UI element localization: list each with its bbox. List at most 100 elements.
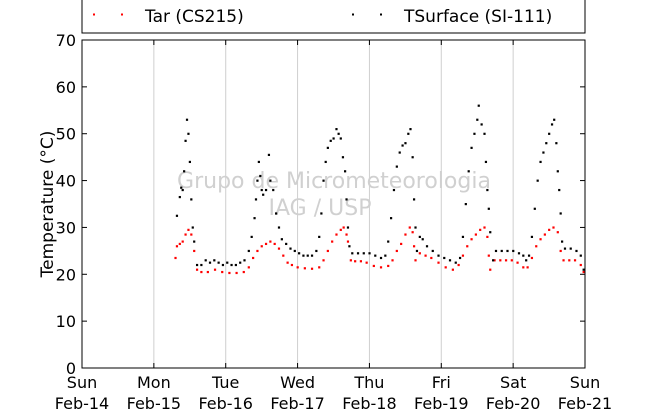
data-point bbox=[326, 249, 329, 253]
x-tick-date-label: Feb-21 bbox=[558, 394, 612, 409]
data-point bbox=[500, 249, 503, 253]
data-point bbox=[275, 212, 278, 215]
data-point bbox=[331, 240, 334, 243]
legend-marker-tsurface bbox=[352, 13, 382, 16]
data-point bbox=[516, 261, 519, 264]
data-point bbox=[273, 242, 276, 246]
data-point bbox=[484, 160, 488, 164]
x-tick-date-label: Feb-14 bbox=[55, 394, 109, 409]
data-point bbox=[437, 261, 440, 264]
x-tick-day-label: Fri bbox=[432, 373, 451, 392]
data-point bbox=[285, 242, 288, 246]
data-point bbox=[315, 249, 318, 253]
data-point bbox=[269, 240, 272, 243]
data-point bbox=[339, 228, 342, 231]
data-point bbox=[329, 139, 332, 142]
data-point bbox=[454, 261, 457, 264]
data-point bbox=[260, 245, 263, 248]
x-tick-date-label: Feb-20 bbox=[486, 394, 540, 409]
data-point bbox=[188, 160, 191, 164]
data-point bbox=[493, 259, 496, 262]
data-point bbox=[193, 249, 196, 253]
data-point bbox=[342, 226, 345, 229]
data-point bbox=[395, 165, 398, 168]
data-point bbox=[262, 193, 265, 196]
data-point bbox=[269, 179, 272, 182]
data-point bbox=[247, 266, 250, 269]
data-point bbox=[548, 132, 551, 135]
data-point bbox=[235, 271, 238, 275]
data-point bbox=[404, 142, 407, 145]
data-point bbox=[522, 254, 525, 257]
data-point bbox=[543, 233, 546, 236]
data-point bbox=[487, 207, 490, 210]
x-tick-day-label: Sun bbox=[570, 373, 600, 392]
data-point bbox=[556, 231, 559, 234]
data-point bbox=[181, 240, 184, 243]
data-point bbox=[193, 240, 196, 243]
data-point bbox=[277, 247, 281, 250]
x-tick-day-label: Sun bbox=[67, 373, 97, 392]
data-point bbox=[178, 195, 181, 199]
data-point bbox=[404, 233, 407, 236]
vertical-gridlines bbox=[153, 40, 514, 368]
y-tick-label: 50 bbox=[56, 125, 76, 144]
data-point bbox=[213, 268, 217, 271]
x-axis-ticks: Sun Feb-14 Mon Feb-15 Tue Feb-16 Wed Feb-17 Thu F… bbox=[55, 40, 612, 409]
data-point bbox=[175, 214, 179, 217]
data-point bbox=[256, 249, 259, 253]
data-point bbox=[368, 252, 371, 255]
data-point bbox=[259, 174, 262, 178]
data-point bbox=[290, 263, 294, 267]
data-point bbox=[559, 249, 562, 253]
data-point bbox=[579, 263, 582, 267]
data-point bbox=[398, 151, 401, 154]
data-point bbox=[310, 254, 314, 257]
data-point bbox=[526, 266, 529, 269]
data-point bbox=[457, 263, 460, 267]
x-tick-day-label: Mon bbox=[137, 373, 171, 392]
data-point bbox=[213, 259, 216, 262]
data-point bbox=[550, 123, 554, 126]
data-point bbox=[401, 144, 404, 147]
data-point bbox=[451, 268, 454, 271]
data-point bbox=[181, 188, 184, 192]
data-point bbox=[411, 231, 414, 234]
x-tick-day-label: Tue bbox=[211, 373, 239, 392]
data-point bbox=[343, 170, 347, 173]
data-point bbox=[430, 256, 433, 260]
data-point bbox=[183, 170, 186, 173]
data-point bbox=[257, 160, 260, 164]
data-point bbox=[400, 242, 403, 246]
data-point bbox=[473, 132, 476, 135]
data-point bbox=[579, 254, 582, 257]
data-point bbox=[204, 259, 207, 262]
data-point bbox=[517, 252, 521, 255]
data-point bbox=[575, 249, 578, 253]
data-point bbox=[306, 254, 309, 257]
data-point bbox=[359, 260, 363, 263]
data-point bbox=[412, 245, 416, 248]
data-point bbox=[494, 249, 498, 253]
data-point bbox=[252, 256, 255, 260]
data-point bbox=[184, 139, 187, 142]
watermark-line-2: IAG / USP bbox=[269, 196, 372, 221]
data-point bbox=[372, 264, 375, 268]
data-point bbox=[418, 252, 421, 255]
data-point bbox=[476, 118, 479, 121]
data-point bbox=[174, 256, 177, 260]
data-point bbox=[318, 266, 321, 269]
data-point bbox=[187, 228, 190, 231]
series-tar-points bbox=[174, 226, 585, 275]
data-point bbox=[175, 245, 179, 248]
data-point bbox=[539, 160, 542, 164]
x-tick-day-label: Wed bbox=[280, 373, 315, 392]
y-tick-label: 40 bbox=[56, 172, 76, 191]
data-point bbox=[296, 266, 299, 269]
data-point bbox=[200, 263, 203, 267]
data-point bbox=[256, 179, 259, 182]
data-point bbox=[525, 259, 528, 262]
data-point bbox=[492, 259, 495, 262]
y-axis-ticks: 0 10 20 30 40 50 60 70 bbox=[56, 31, 585, 378]
data-point bbox=[190, 198, 193, 201]
